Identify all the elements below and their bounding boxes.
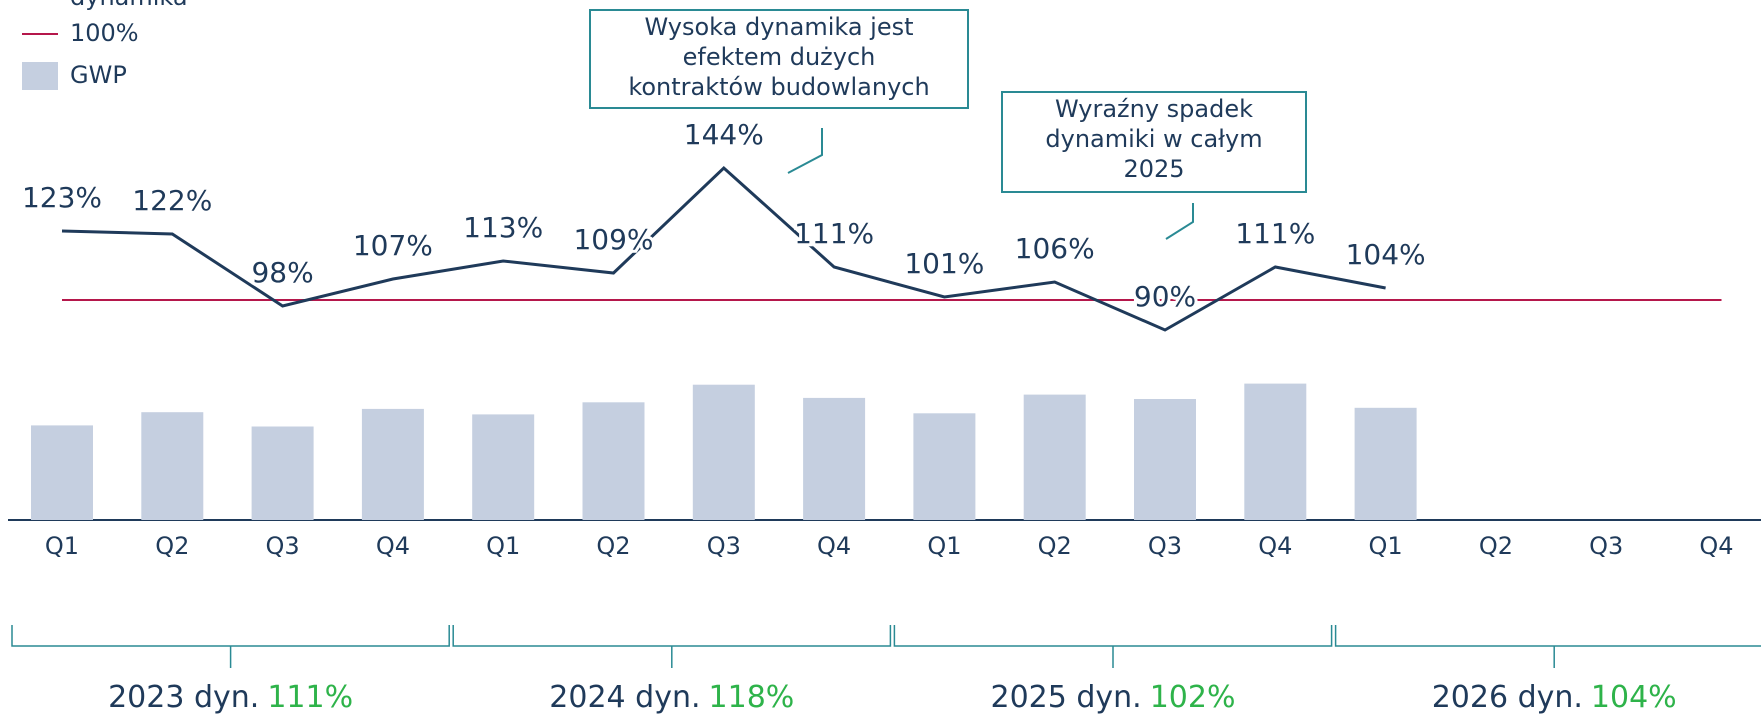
data-label: 123% [22,181,102,214]
x-tick-label: Q3 [1148,532,1182,560]
bar [1134,399,1196,520]
annotation-pointer [787,128,823,174]
bar [692,384,755,520]
x-tick-label: Q3 [1589,532,1623,560]
x-tick-label: Q4 [1258,532,1292,560]
year-label: 2026 dyn. [1432,680,1583,715]
year-dynamics: 118% [709,680,795,715]
bar [913,413,976,520]
year-bracket [1334,625,1761,668]
bar [1354,407,1417,520]
year-bracket [11,625,450,668]
bar [1244,383,1307,520]
annotation-box [1001,91,1307,193]
data-label: 113% [463,211,543,244]
year-summary: 2026 dyn. 104% [1432,680,1677,715]
bar [141,412,204,520]
annotation-text: efektem dużych [683,43,876,71]
year-summary: 2025 dyn. 102% [990,680,1235,715]
data-label: 111% [1235,217,1315,250]
x-tick-label: Q2 [155,532,189,560]
year-dynamics: 102% [1150,680,1236,715]
x-tick-label: Q1 [45,532,79,560]
data-label: 104% [1346,238,1426,271]
bar [31,425,93,520]
year-label: 2023 dyn. [108,680,259,715]
annotation-text: 2025 [1123,155,1184,183]
x-tick-label: Q4 [817,532,851,560]
year-label: 2025 dyn. [990,680,1141,715]
data-label: 90% [1134,280,1196,313]
year-dynamics: 111% [267,680,353,715]
line-series [61,165,1386,332]
x-tick-label: Q1 [486,532,520,560]
x-tick-label: Q2 [596,532,630,560]
bar [582,402,645,520]
data-label: 144% [684,118,764,151]
data-label: 109% [573,223,653,256]
annotation-pointer [1165,203,1194,240]
bar [251,426,314,520]
bar [1023,394,1086,520]
year-bracket [452,625,892,668]
annotation-text: dynamiki w całym [1045,125,1262,153]
data-label: 101% [904,247,984,280]
data-label: 106% [1015,232,1095,265]
x-tick-label: Q1 [1369,532,1403,560]
data-label: 111% [794,217,874,250]
annotation-text: kontraktów budowlanych [628,73,929,101]
data-label: 98% [251,256,313,289]
x-tick-label: Q3 [707,532,741,560]
annotation-text: Wyraźny spadek [1055,95,1253,123]
legend-label: 100% [70,19,139,47]
year-summary: 2024 dyn. 118% [549,680,794,715]
annotation-text: Wysoka dynamika jest [644,13,913,41]
x-tick-label: Q4 [376,532,410,560]
legend-label: dynamika [70,0,188,11]
bar [472,414,535,520]
year-bracket [893,625,1333,668]
legend-label: GWP [70,61,127,89]
x-tick-label: Q2 [1479,532,1513,560]
year-dynamics: 104% [1591,680,1677,715]
year-summary: 2023 dyn. 111% [108,680,353,715]
data-label: 107% [353,229,433,262]
year-label: 2024 dyn. [549,680,700,715]
annotation-box [589,9,969,109]
data-label: 122% [132,184,212,217]
x-tick-label: Q3 [266,532,300,560]
x-tick-label: Q4 [1699,532,1733,560]
x-tick-label: Q2 [1038,532,1072,560]
legend-swatch [22,62,58,90]
bar [361,408,424,520]
x-tick-label: Q1 [927,532,961,560]
bar [803,397,866,520]
